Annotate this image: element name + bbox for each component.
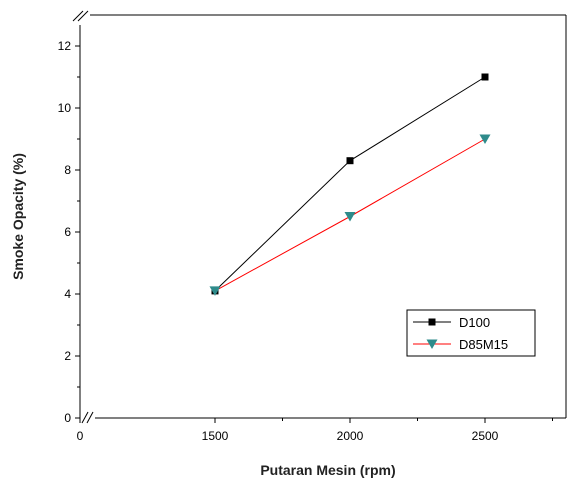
y-tick-label: 2 [64, 349, 71, 363]
legend-item: D100 [413, 315, 490, 330]
data-point-d85m15 [479, 134, 491, 144]
y-tick-label: 4 [64, 287, 71, 301]
axis-break-marks [72, 10, 94, 424]
legend-item: D85M15 [413, 337, 508, 352]
x-ticks: 0 1500 2000 2500 [77, 418, 553, 443]
break-mark-x-b [86, 411, 94, 424]
data-point-d100 [481, 73, 489, 81]
y-tick-label: 0 [64, 411, 71, 425]
series-line-d100 [214, 76, 486, 292]
break-mark-top-b [77, 10, 89, 22]
x-axis-title: Putaran Mesin (rpm) [260, 462, 395, 478]
series-d85m15 [209, 134, 491, 296]
break-mark-top-a [72, 10, 84, 22]
x-tick-label: 0 [77, 429, 84, 443]
x-tick-label: 1500 [202, 429, 229, 443]
y-ticks: 0 2 4 6 8 10 12 [58, 39, 80, 425]
y-tick-label: 6 [64, 225, 71, 239]
legend-label: D85M15 [459, 337, 508, 352]
data-point-d85m15 [209, 286, 221, 296]
break-mark-x-a [81, 411, 89, 424]
series-layer [209, 73, 491, 296]
x-tick-label: 2500 [472, 429, 499, 443]
legend-marker [428, 318, 436, 326]
y-tick-label: 8 [64, 163, 71, 177]
x-tick-label: 2000 [337, 429, 364, 443]
series-d100 [211, 73, 489, 295]
y-tick-label: 10 [58, 101, 72, 115]
y-axis-title: Smoke Opacity (%) [10, 153, 26, 280]
data-point-d100 [346, 157, 354, 165]
legend-box [406, 309, 536, 357]
plot-frame [72, 10, 567, 424]
legend: D100 D85M15 [406, 309, 536, 357]
legend-label: D100 [459, 315, 490, 330]
y-tick-label: 12 [58, 39, 72, 53]
data-point-d85m15 [344, 212, 356, 222]
legend-marker [426, 339, 438, 349]
